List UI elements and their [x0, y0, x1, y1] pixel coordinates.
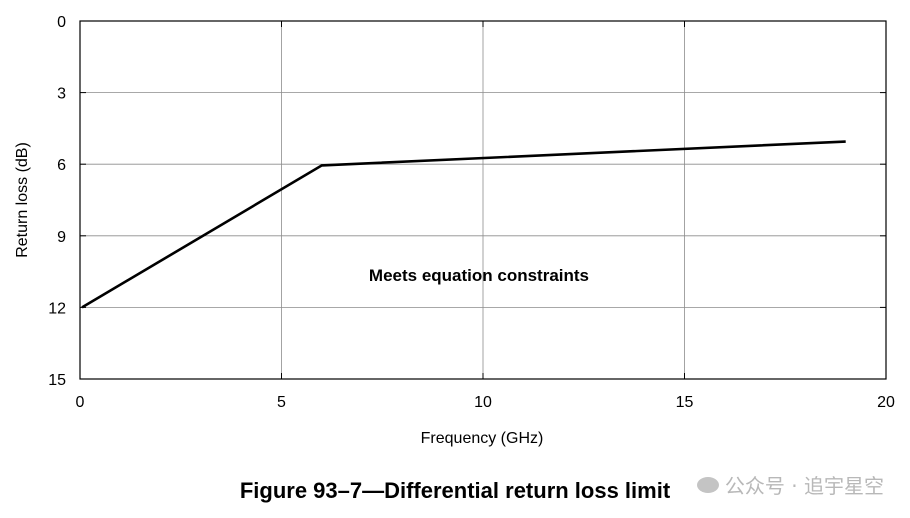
y-tick-label-12: 12: [48, 300, 66, 317]
y-tick-label-3: 3: [57, 86, 66, 103]
x-axis-label: Frequency (GHz): [421, 430, 544, 447]
annotation-meets-constraints: Meets equation constraints: [369, 266, 589, 285]
watermark: 公众号 · 追宇星空: [696, 470, 884, 499]
x-tick-label-0: 0: [76, 394, 85, 411]
series-line-0: [81, 140, 846, 309]
x-tick-label-20: 20: [877, 394, 895, 411]
y-tick-label-15: 15: [48, 372, 66, 389]
y-tick-label-6: 6: [57, 157, 66, 174]
watermark-text: 公众号 · 追宇星空: [724, 474, 884, 498]
grid-lines: [80, 21, 886, 379]
x-tick-label-5: 5: [277, 394, 286, 411]
x-tick-label-15: 15: [676, 394, 694, 411]
wechat-logo-icon: [696, 476, 719, 493]
series-lines: [81, 140, 846, 309]
x-tick-label-10: 10: [474, 394, 492, 411]
return-loss-chart: 0 5 10 15 20 0 3 6 9 12 15 Meets equation constrai…: [14, 14, 895, 447]
axis-ticks: 0 5 10 15 20 0 3 6 9 12 15: [48, 14, 895, 411]
y-tick-label-9: 9: [57, 229, 66, 246]
y-axis-label: Return loss (dB): [14, 142, 31, 258]
y-tick-label-0: 0: [57, 14, 66, 31]
figure-caption: Figure 93–7—Differential return loss lim…: [239, 478, 671, 503]
